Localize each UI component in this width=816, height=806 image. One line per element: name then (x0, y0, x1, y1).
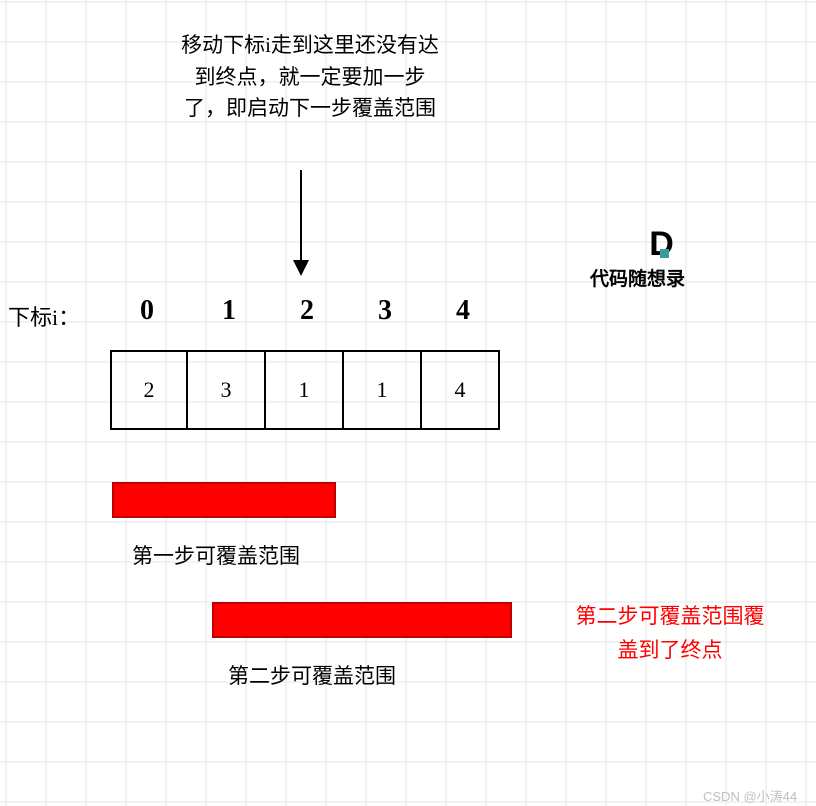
array-cell: 1 (266, 350, 344, 430)
index-value: 1 (222, 295, 236, 327)
coverage-bar-2 (212, 602, 512, 638)
index-value: 4 (456, 295, 470, 327)
coverage-bar-1 (112, 482, 336, 518)
watermark-text: CSDN @小涛44 (703, 786, 797, 805)
top-annotation-line: 了，即启动下一步覆盖范围 (160, 93, 460, 125)
array-cell: 2 (110, 350, 188, 430)
index-value: 0 (140, 295, 154, 327)
top-annotation-line: 移动下标i走到这里还没有达 (160, 30, 460, 62)
brand-logo: D 代码随想录 (590, 225, 685, 291)
coverage-bar-2-label: 第二步可覆盖范围 (228, 660, 396, 690)
top-annotation-line: 到终点，就一定要加一步 (160, 62, 460, 94)
arrow-shaft (300, 170, 302, 262)
index-axis-label: 下标i： (8, 300, 80, 332)
array-cells: 2 3 1 1 4 (110, 350, 500, 430)
logo-text: 代码随想录 (590, 264, 685, 291)
side-annotation-line: 盖到了终点 (555, 634, 785, 668)
arrow-head-icon (293, 260, 309, 276)
index-value: 3 (378, 295, 392, 327)
diagram-canvas: 移动下标i走到这里还没有达 到终点，就一定要加一步 了，即启动下一步覆盖范围 D… (0, 0, 816, 806)
index-value: 2 (300, 295, 314, 327)
array-cell: 1 (344, 350, 422, 430)
logo-d-icon: D (649, 225, 674, 264)
side-annotation-line: 第二步可覆盖范围覆 (555, 600, 785, 634)
array-cell: 3 (188, 350, 266, 430)
coverage-bar-1-label: 第一步可覆盖范围 (132, 540, 300, 570)
top-annotation: 移动下标i走到这里还没有达 到终点，就一定要加一步 了，即启动下一步覆盖范围 (160, 30, 460, 125)
array-cell: 4 (422, 350, 500, 430)
side-annotation: 第二步可覆盖范围覆 盖到了终点 (555, 600, 785, 667)
